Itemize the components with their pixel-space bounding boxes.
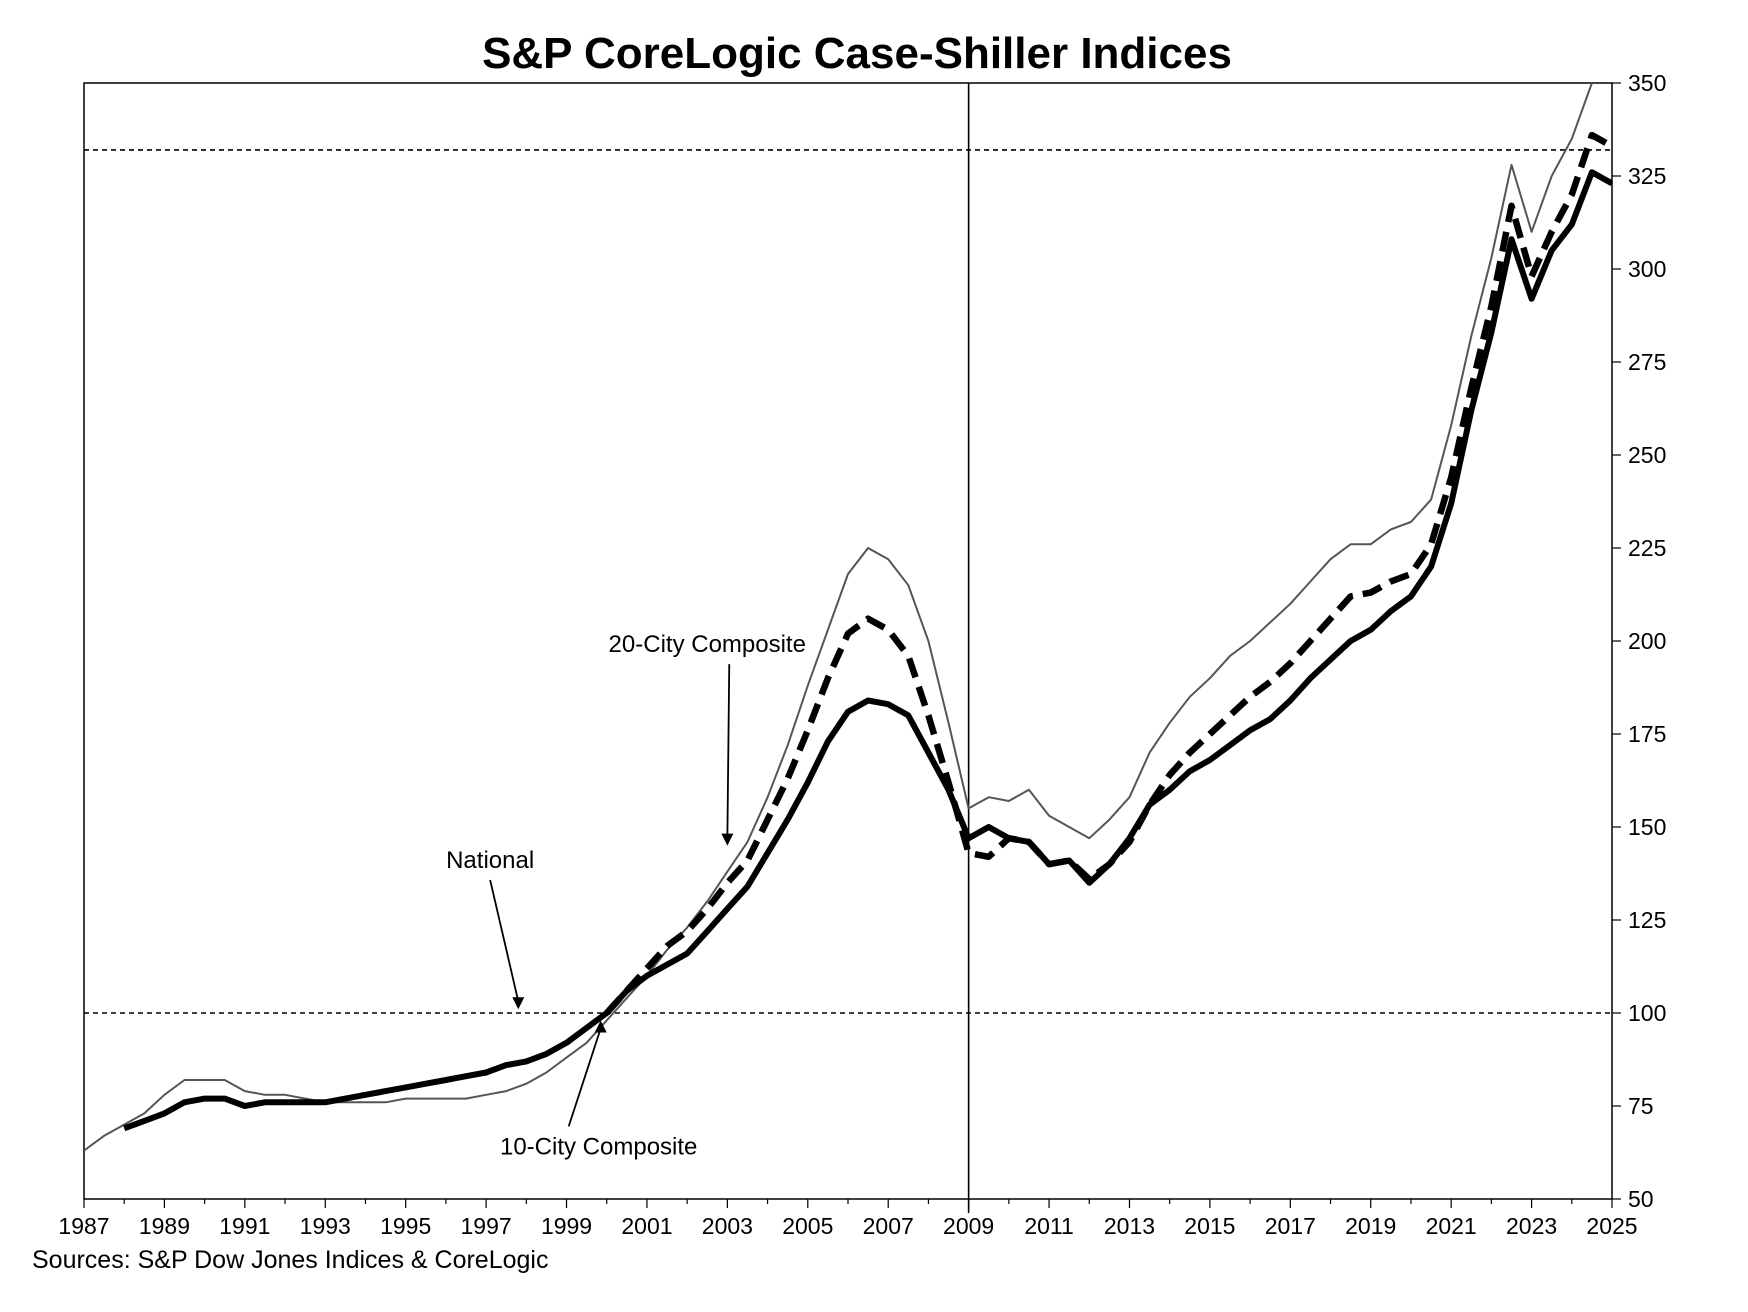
x-tick-label-2025: 2025	[1586, 1213, 1637, 1239]
x-tick-label-1993: 1993	[300, 1213, 351, 1239]
series-layer	[84, 83, 1612, 1152]
x-tick-label-1989: 1989	[139, 1213, 190, 1239]
x-tick-label-2005: 2005	[782, 1213, 833, 1239]
x-tick-label-2021: 2021	[1426, 1213, 1477, 1239]
y-axis: 50 75 100 125 150 175 200 225 250 275 300 325 350	[1612, 70, 1666, 1212]
y-tick-label-250: 250	[1628, 442, 1666, 468]
series-line-national	[84, 83, 1593, 1152]
annotation-arrowhead-20-city-composite	[721, 833, 734, 846]
annotation-10-city-composite: 10-City Composite	[500, 1133, 697, 1160]
annotation-arrowhead-10-city-composite	[594, 1020, 607, 1033]
annotation-arrowhead-national	[512, 997, 525, 1010]
y-tick-label-50: 50	[1628, 1186, 1654, 1212]
x-tick-label-2003: 2003	[702, 1213, 753, 1239]
x-tick-label-2015: 2015	[1184, 1213, 1235, 1239]
plot-area	[83, 82, 1613, 1200]
x-tick-label-2023: 2023	[1506, 1213, 1557, 1239]
series-line-10-city-composite	[123, 169, 1612, 1132]
reference-lines	[84, 83, 1612, 1213]
y-tick-label-325: 325	[1628, 163, 1666, 189]
y-tick-label-225: 225	[1628, 535, 1666, 561]
annotations: 20-City Composite National 10-City Composi…	[446, 631, 806, 1160]
x-tick-label-2019: 2019	[1345, 1213, 1396, 1239]
annotation-arrow-20-city-composite	[726, 664, 731, 838]
y-tick-label-300: 300	[1628, 256, 1666, 282]
annotation-20-city-composite: 20-City Composite	[609, 631, 806, 658]
x-tick-label-2009: 2009	[943, 1213, 994, 1239]
annotation-arrow-national	[489, 879, 520, 1002]
x-tick-label-1995: 1995	[380, 1213, 431, 1239]
x-tick-label-1991: 1991	[219, 1213, 270, 1239]
x-axis: 1987 1989 1991 1993 1995 1997 1999 2001 2003 2005…	[58, 1199, 1638, 1239]
y-tick-label-100: 100	[1628, 1000, 1666, 1026]
y-tick-label-75: 75	[1628, 1093, 1654, 1119]
x-tick-label-1987: 1987	[58, 1213, 109, 1239]
x-tick-label-2001: 2001	[621, 1213, 672, 1239]
y-tick-label-200: 200	[1628, 628, 1666, 654]
y-tick-label-350: 350	[1628, 70, 1666, 96]
x-tick-label-2011: 2011	[1024, 1213, 1073, 1239]
x-tick-label-1999: 1999	[541, 1213, 592, 1239]
chart-title: S&P CoreLogic Case-Shiller Indices	[482, 29, 1232, 78]
x-tick-label-1997: 1997	[461, 1213, 512, 1239]
annotation-arrow-10-city-composite	[567, 1028, 602, 1127]
y-tick-label-175: 175	[1628, 721, 1666, 747]
source-note: Sources: S&P Dow Jones Indices & CoreLog…	[32, 1246, 548, 1274]
x-tick-label-2017: 2017	[1265, 1213, 1316, 1239]
y-tick-label-150: 150	[1628, 814, 1666, 840]
x-tick-label-2007: 2007	[863, 1213, 914, 1239]
annotation-national: National	[446, 847, 534, 874]
series-line-20-city-composite	[604, 131, 1612, 1016]
y-tick-label-275: 275	[1628, 349, 1666, 375]
y-tick-label-125: 125	[1628, 907, 1666, 933]
x-tick-label-2013: 2013	[1104, 1213, 1155, 1239]
